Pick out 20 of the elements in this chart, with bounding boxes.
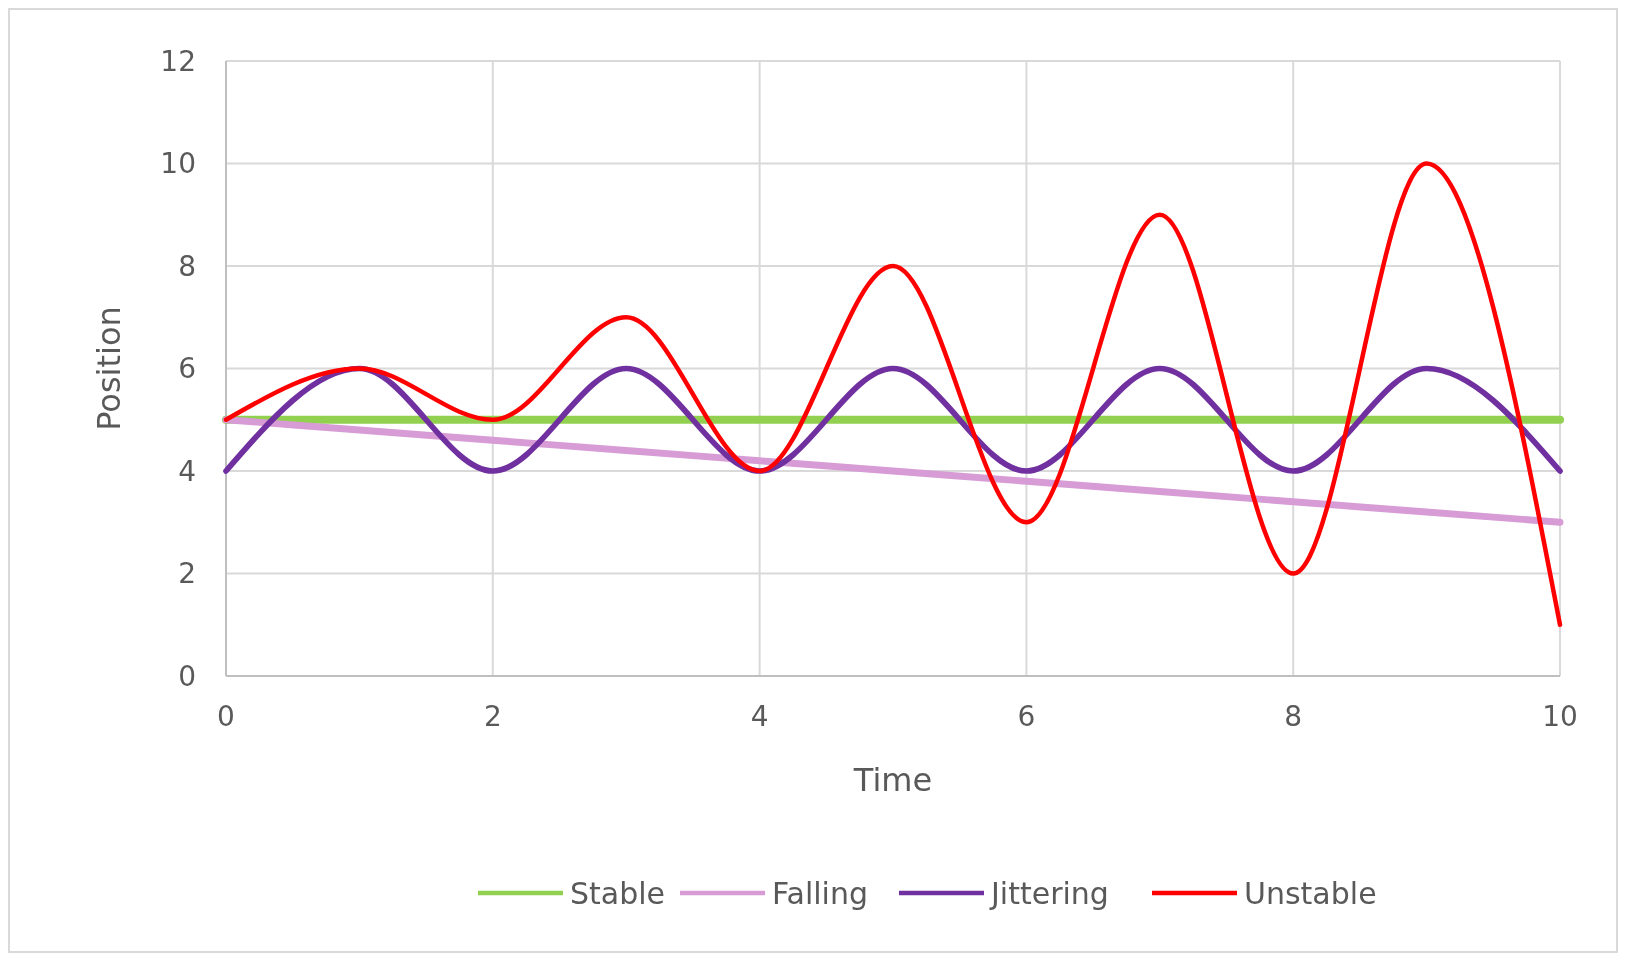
y-tick-label: 8 bbox=[178, 249, 196, 283]
legend-label: Jittering bbox=[989, 875, 1109, 911]
x-tick-label: 8 bbox=[1284, 700, 1303, 733]
y-tick-label: 12 bbox=[160, 44, 196, 78]
x-tick-label: 2 bbox=[483, 700, 502, 733]
x-axis-title: Time bbox=[852, 761, 933, 799]
legend-label: Stable bbox=[570, 875, 666, 911]
y-tick-label: 6 bbox=[178, 352, 196, 386]
y-tick-label: 10 bbox=[160, 147, 196, 181]
legend-label: Falling bbox=[772, 875, 868, 911]
x-tick-label: 6 bbox=[1017, 700, 1036, 733]
x-tick-label: 4 bbox=[750, 700, 769, 733]
legend-label: Unstable bbox=[1244, 875, 1377, 911]
y-tick-label: 0 bbox=[178, 659, 196, 693]
line-series bbox=[223, 161, 1563, 627]
y-tick-label: 4 bbox=[178, 454, 196, 488]
y-axis-title: Position bbox=[90, 306, 128, 431]
y-tick-label: 2 bbox=[178, 557, 196, 591]
x-tick-label: 10 bbox=[1542, 700, 1578, 733]
x-tick-label: 0 bbox=[217, 700, 235, 733]
